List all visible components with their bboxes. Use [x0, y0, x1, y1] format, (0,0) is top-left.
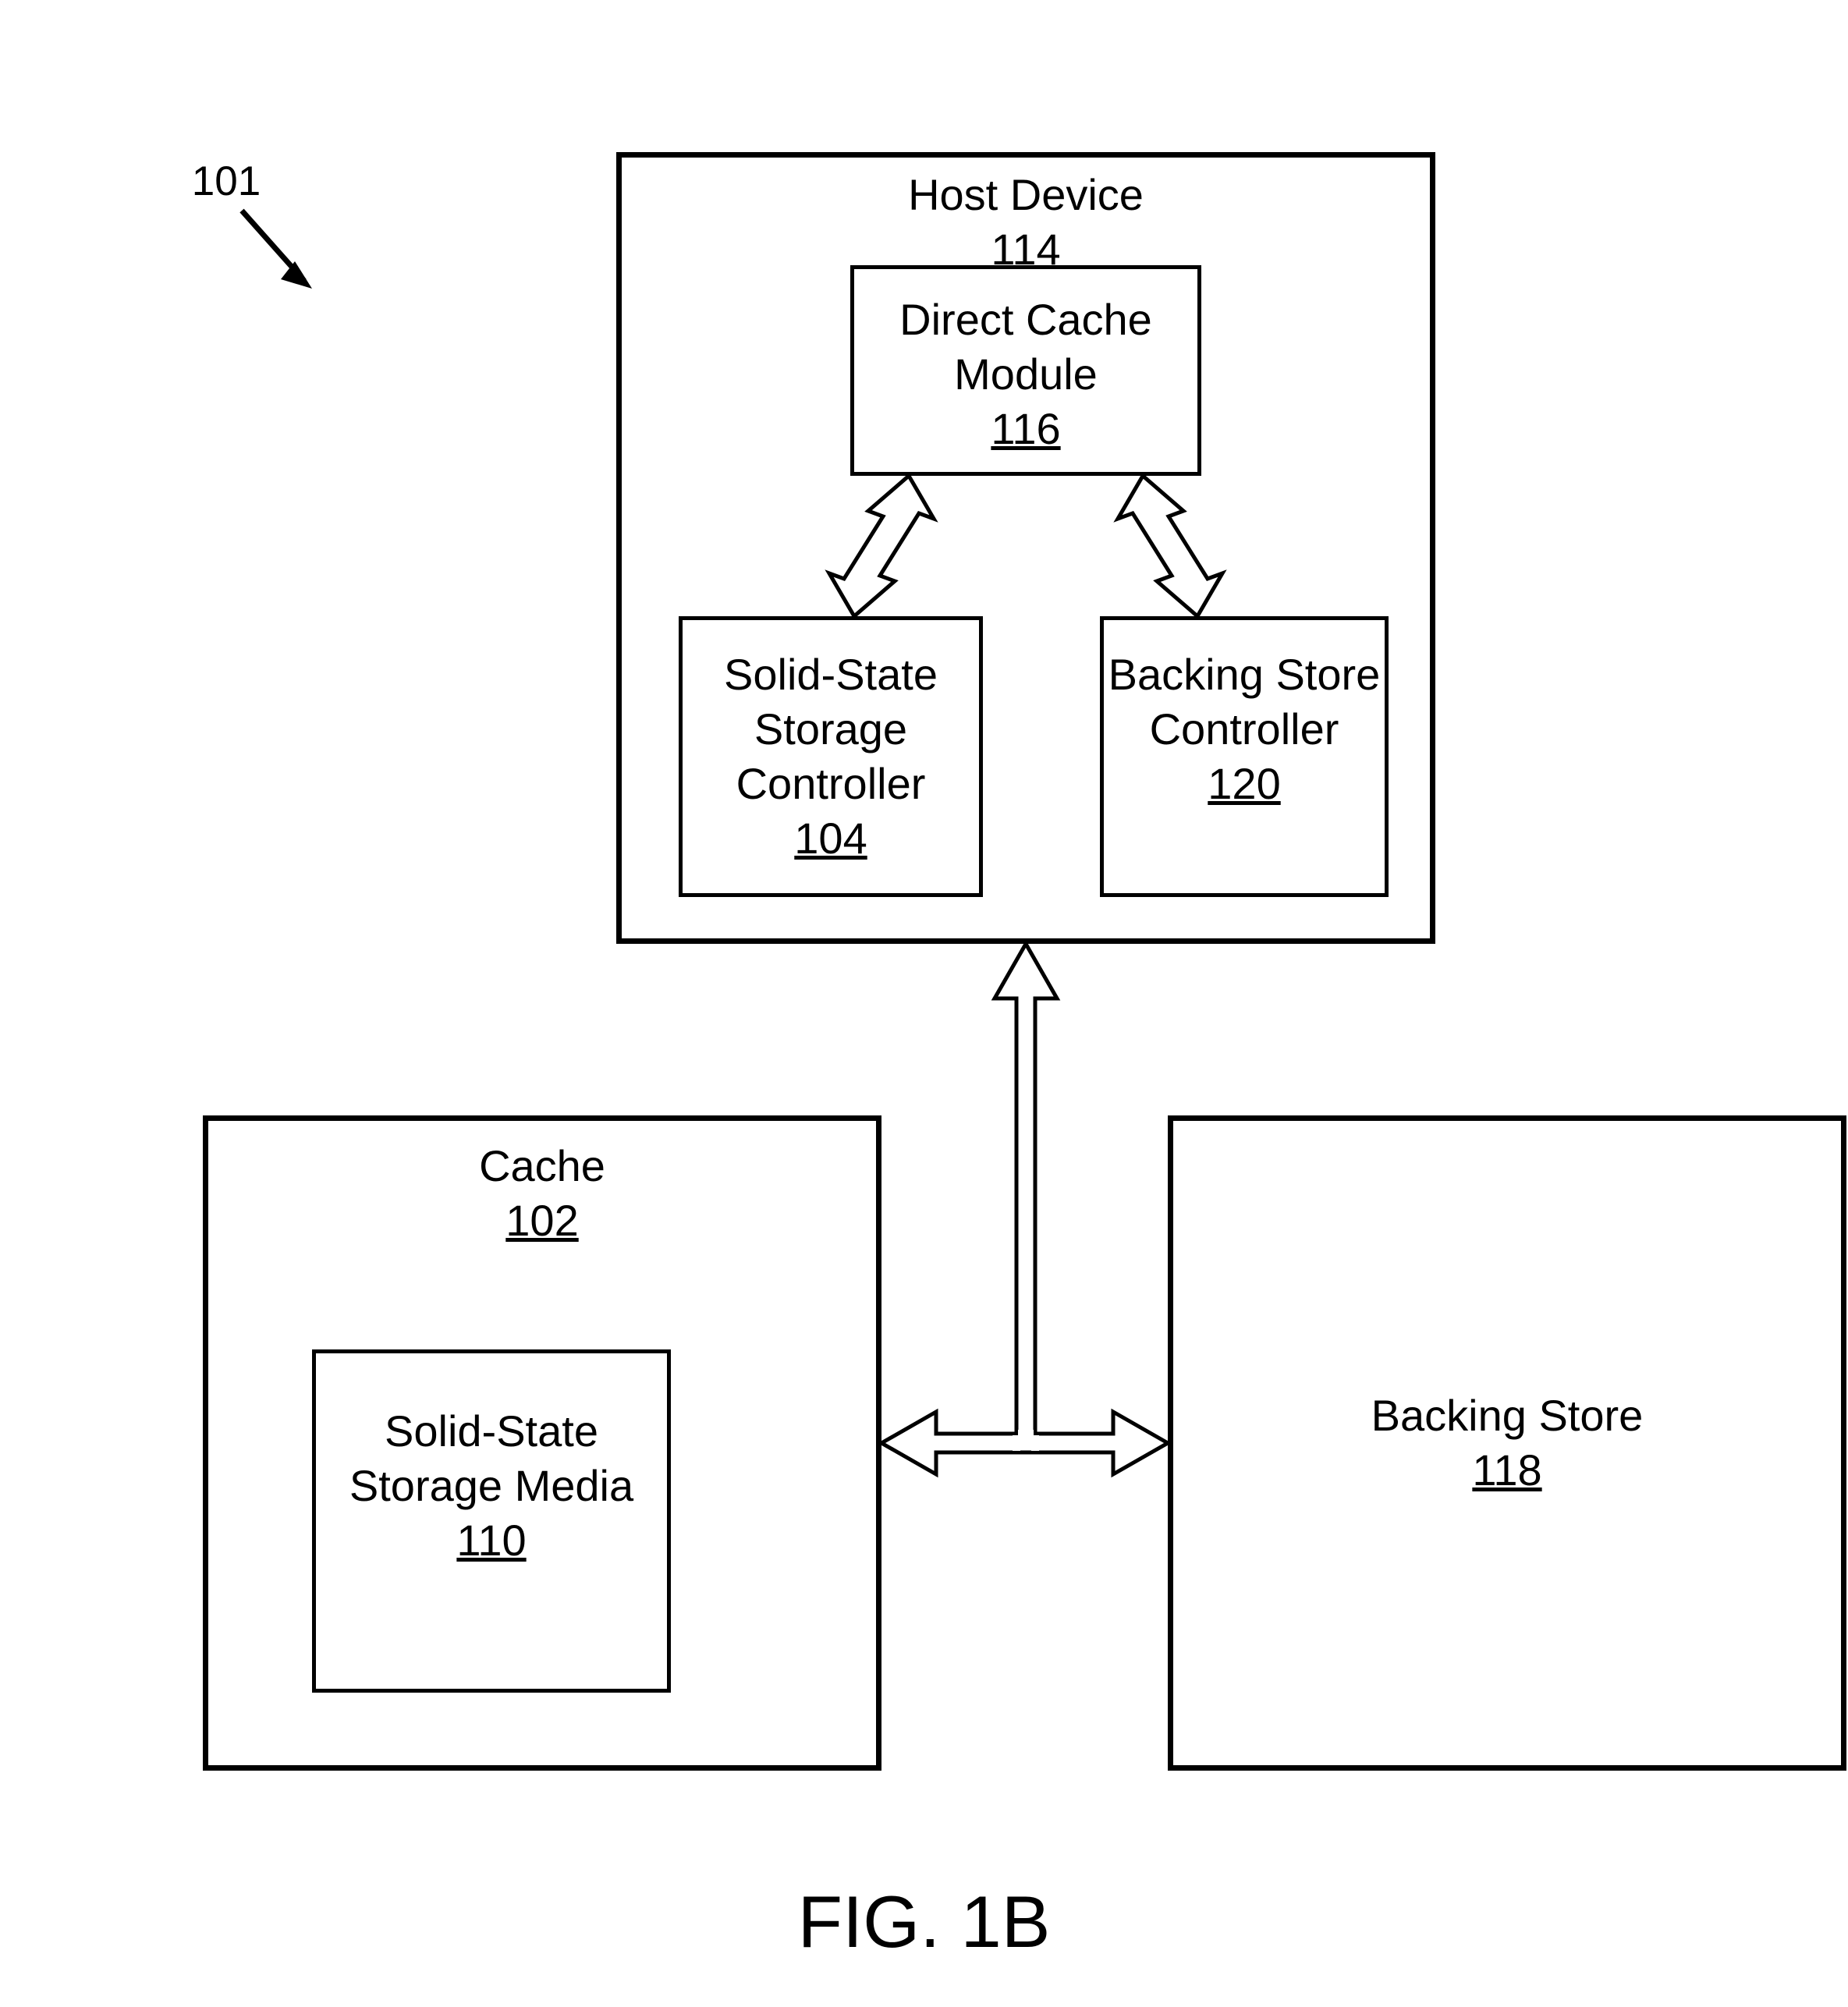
direct-cache-module-label: Direct Cache Module 116	[850, 293, 1201, 456]
diagram-canvas: 101 Host Device 114 Direct Cache Module …	[0, 0, 1848, 2007]
ss-storage-media-label: Solid-State Storage Media 110	[312, 1404, 671, 1568]
ss-storage-controller-label: Solid-State Storage Controller 104	[679, 647, 983, 866]
bus-horizontal-arrow	[881, 1412, 1168, 1474]
bus-vertical-arrow	[995, 944, 1057, 1434]
figure-reference-number: 101	[179, 156, 273, 207]
backing-store-controller-label: Backing Store Controller 120	[1100, 647, 1389, 811]
host-device-label: Host Device 114	[616, 168, 1435, 277]
backing-store-label: Backing Store 118	[1168, 1388, 1846, 1498]
ref-pointer-arrow	[242, 211, 312, 289]
cache-label: Cache 102	[203, 1139, 881, 1248]
figure-caption: FIG. 1B	[0, 1880, 1848, 1964]
